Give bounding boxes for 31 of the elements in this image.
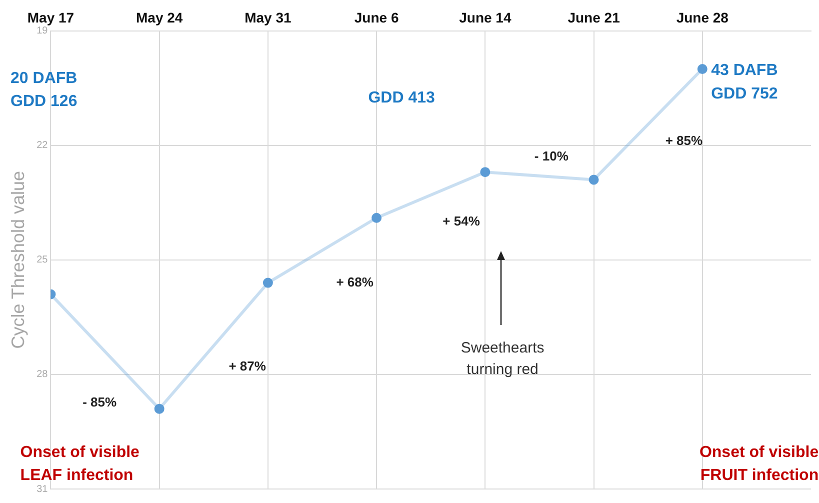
point [154, 404, 164, 414]
y-tick-label: 22 [36, 140, 48, 152]
y-tick-label: 28 [36, 369, 48, 380]
annotation: 20 DAFB GDD 126 [10, 70, 78, 110]
y-tick-label: 25 [36, 254, 48, 266]
point [480, 167, 490, 178]
annotation: Onset of visible FRUIT infection [699, 444, 819, 484]
point [372, 212, 382, 223]
annotation: + 68% [336, 274, 374, 290]
annotation: Onset of visible LEAF infection [20, 444, 140, 484]
annotation: GDD 413 [368, 89, 435, 106]
annotation: - 85% [82, 394, 118, 410]
point [262, 278, 273, 288]
annotation: Sweethearts turning red [460, 339, 544, 378]
x-tick-label: May 31 [244, 9, 292, 26]
annotation: + 85% [665, 133, 703, 148]
annotation: + 54% [442, 213, 480, 228]
x-tick-label: June 21 [568, 9, 620, 26]
y-tick-label: 31 [36, 484, 48, 495]
point [697, 64, 708, 74]
x-tick-label: June 14 [459, 9, 512, 26]
annotation: + 87% [228, 358, 266, 374]
y-axis-title: Cycle Threshold value [8, 171, 28, 349]
point [588, 174, 599, 185]
x-tick-label: June 6 [354, 9, 399, 26]
x-tick-label: May 17 [27, 9, 74, 26]
annotation: - 10% [534, 148, 569, 164]
x-tick-label: June 28 [676, 9, 729, 26]
y-tick-label: 19 [36, 26, 48, 37]
x-tick-label: May 24 [136, 9, 183, 26]
annotation: 43 DAFB GDD 752 [711, 62, 778, 102]
